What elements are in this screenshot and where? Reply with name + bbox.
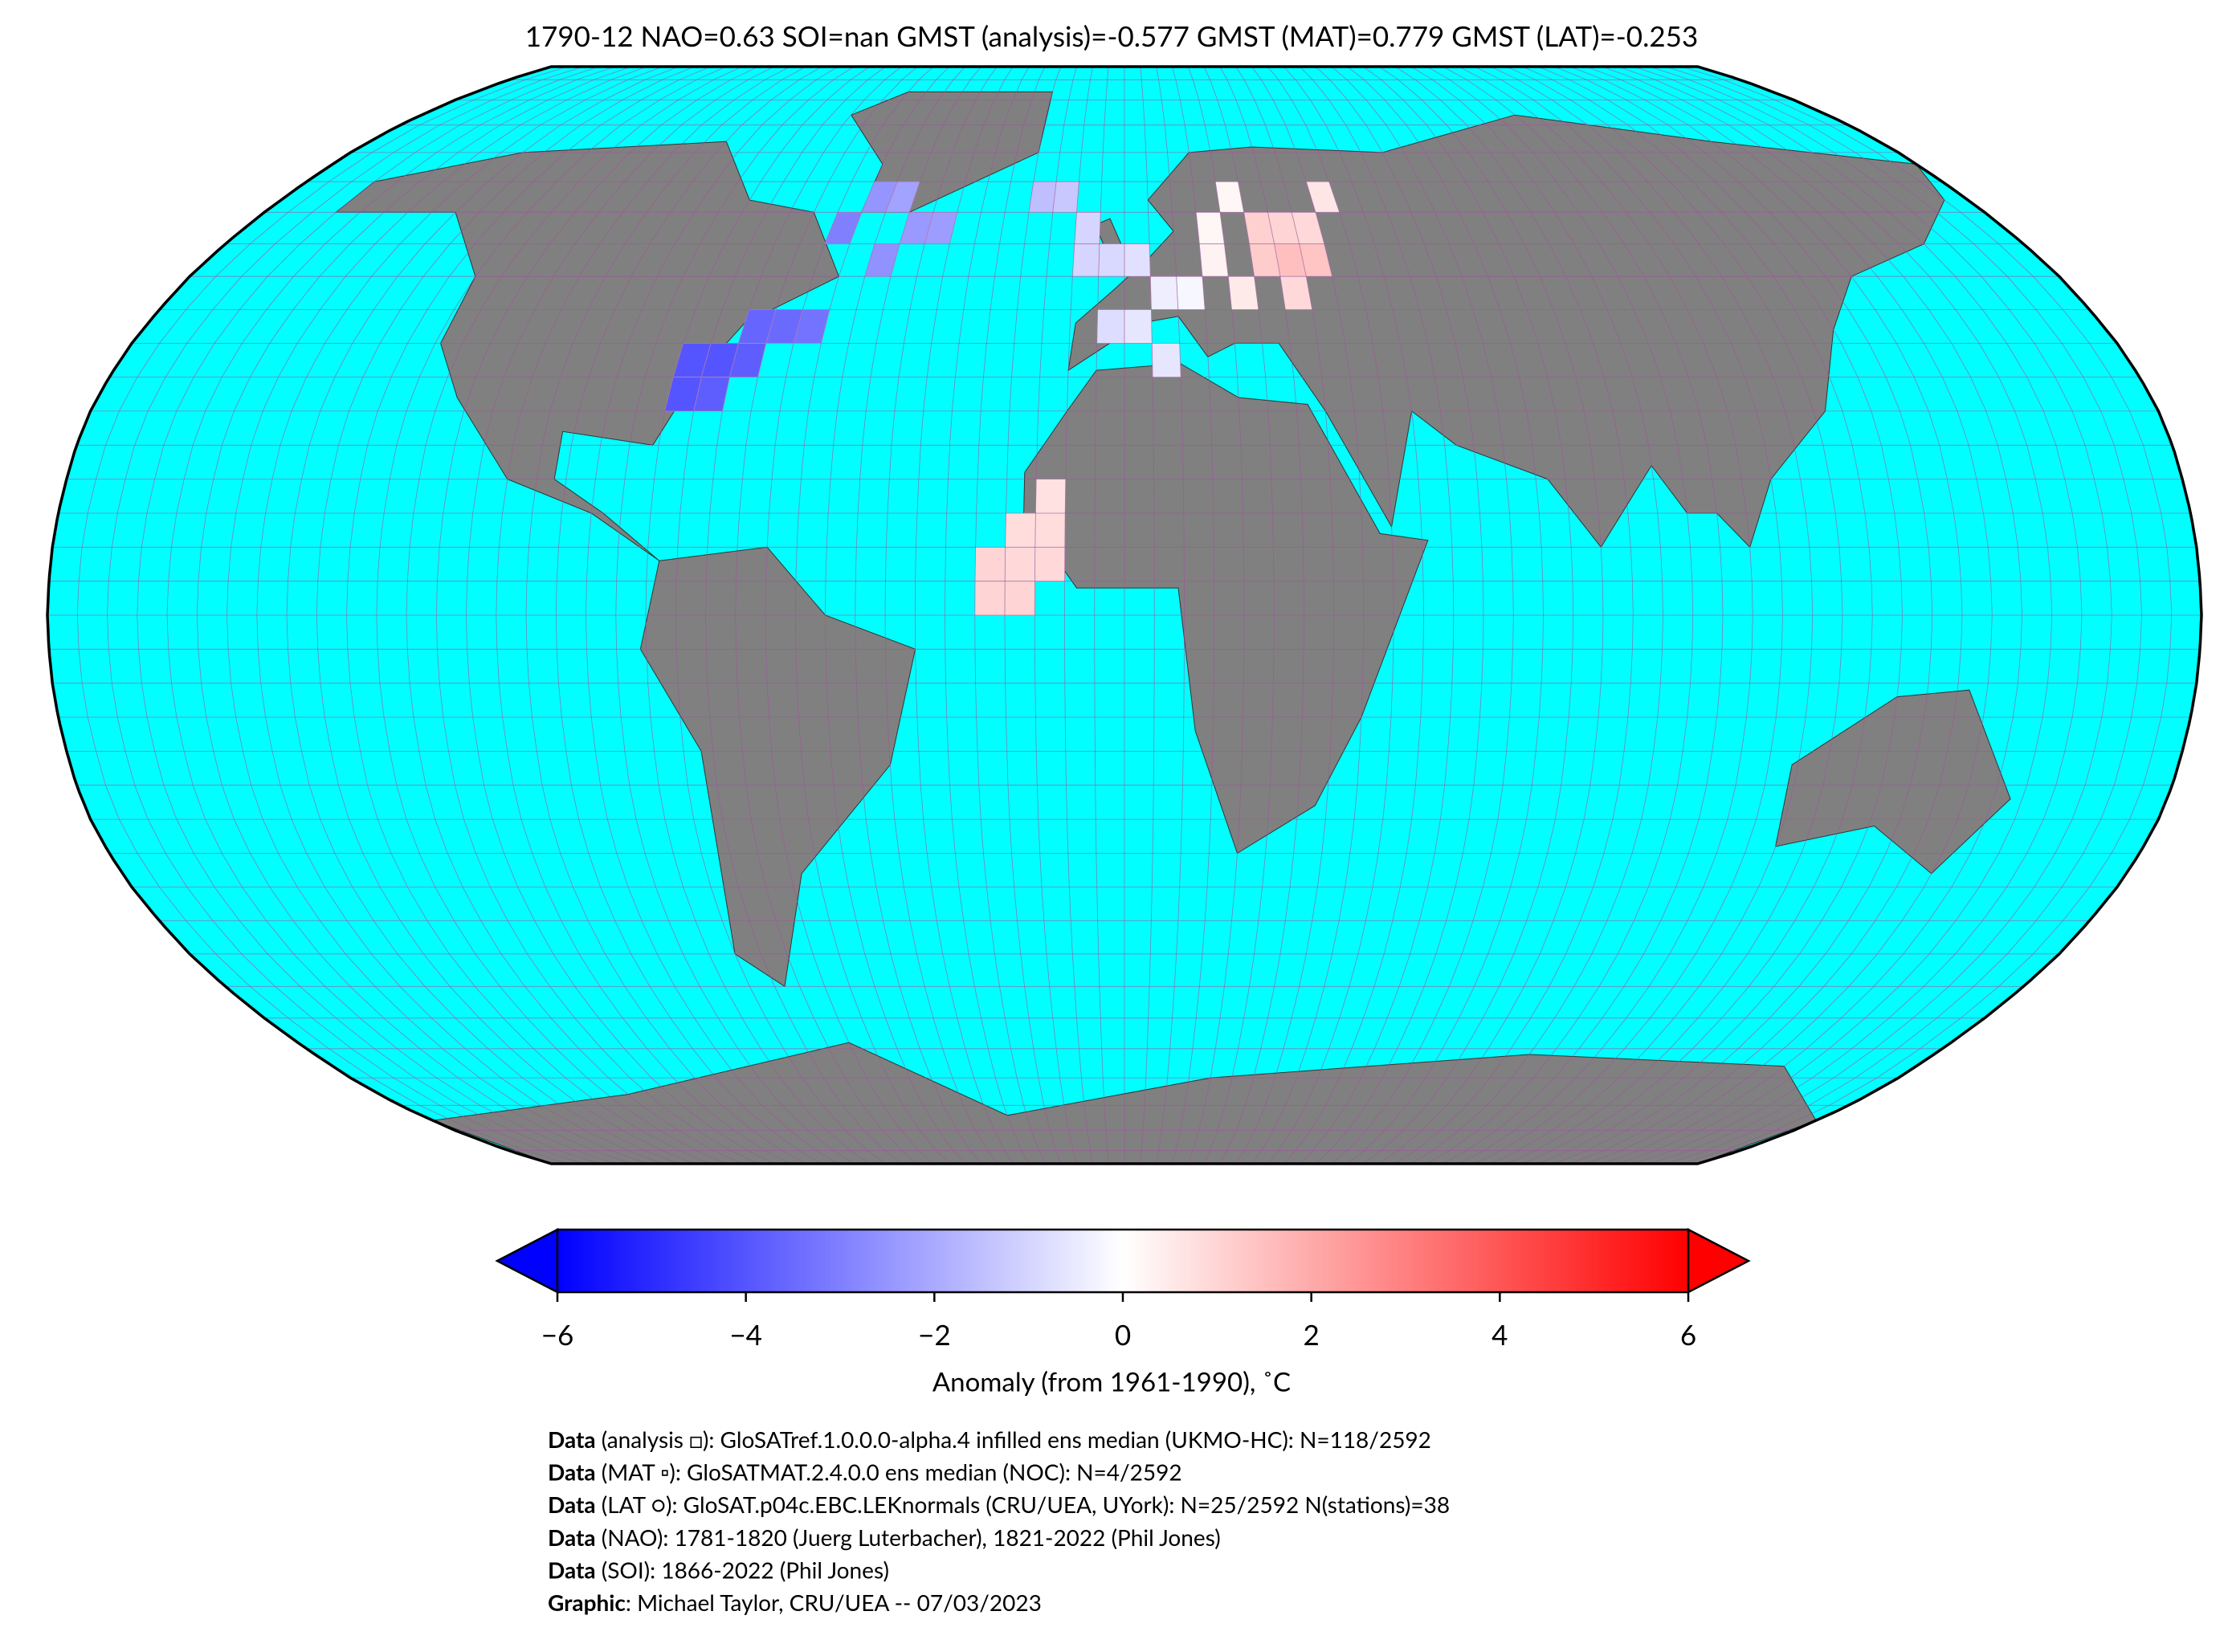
credit-text: (LAT ○): GloSAT.p04c.EBC.LEKnormals (CRU… bbox=[596, 1491, 1451, 1518]
grid-cell bbox=[974, 547, 1006, 581]
credit-line: Data (SOI): 1866-2022 (Phil Jones) bbox=[548, 1556, 889, 1583]
grid-cell bbox=[974, 581, 1006, 616]
grid-cell bbox=[1124, 243, 1151, 277]
grid-cell bbox=[1198, 243, 1229, 277]
credit-label: Data bbox=[548, 1491, 596, 1518]
grid-cell bbox=[1004, 547, 1036, 581]
colorbar-tick-label: 6 bbox=[1680, 1318, 1696, 1352]
credit-line: Data (MAT ▫): GloSATMAT.2.4.0.0 ens medi… bbox=[548, 1458, 1182, 1486]
credit-line: Data (analysis □): GloSATref.1.0.0.0-alp… bbox=[548, 1426, 1431, 1453]
grid-cell bbox=[1035, 479, 1067, 514]
grid-cell bbox=[1052, 181, 1079, 213]
credit-line: Graphic: Michael Taylor, CRU/UEA -- 07/0… bbox=[548, 1589, 1042, 1616]
credit-text: : Michael Taylor, CRU/UEA -- 07/03/2023 bbox=[626, 1589, 1042, 1616]
grid-cell bbox=[1074, 212, 1101, 244]
colorbar-tick-label: −2 bbox=[918, 1318, 951, 1352]
credit-label: Data bbox=[548, 1556, 596, 1584]
credit-text: (NAO): 1781-1820 (Juerg Luterbacher), 18… bbox=[596, 1524, 1221, 1551]
credit-text: (SOI): 1866-2022 (Phil Jones) bbox=[596, 1556, 889, 1583]
credits: Data (analysis □): GloSATref.1.0.0.0-alp… bbox=[548, 1426, 1450, 1616]
credit-text: (analysis □): GloSATref.1.0.0.0-alpha.4 … bbox=[596, 1426, 1431, 1453]
colorbar-label: Anomaly (from 1961-1990), ˚C bbox=[932, 1365, 1291, 1397]
grid-cell bbox=[1005, 512, 1036, 548]
grid-cell bbox=[1098, 243, 1125, 277]
colorbar-high-extend bbox=[1687, 1227, 1751, 1295]
grid-cell bbox=[1195, 212, 1225, 244]
grid-cell bbox=[1004, 581, 1035, 616]
grid-cell bbox=[1034, 512, 1066, 548]
title: 1790-12 NAO=0.63 SOI=nan GMST (analysis)… bbox=[525, 19, 1699, 53]
grid-cell bbox=[1227, 275, 1259, 310]
grid-cell bbox=[1149, 275, 1179, 310]
grid-cell bbox=[1176, 275, 1206, 310]
land bbox=[1774, 689, 2011, 875]
colorbar-tick-label: −6 bbox=[541, 1318, 574, 1352]
colorbar-body bbox=[556, 1228, 1690, 1294]
grid-cell bbox=[1124, 309, 1153, 344]
map-border bbox=[46, 65, 2203, 1165]
colorbar: −6 −4 −2 0 2 4 6 bbox=[495, 1227, 1751, 1352]
grid-cell bbox=[1151, 343, 1181, 377]
credit-line: Data (LAT ○): GloSAT.p04c.EBC.LEKnormals… bbox=[548, 1491, 1450, 1518]
credit-label: Data bbox=[548, 1426, 596, 1453]
colorbar-tick-label: 0 bbox=[1115, 1318, 1131, 1352]
colorbar-low-extend bbox=[495, 1227, 559, 1295]
grid-cell bbox=[1034, 547, 1066, 581]
credit-label: Data bbox=[548, 1458, 596, 1486]
map bbox=[47, 67, 2202, 1164]
colorbar-tick-label: 2 bbox=[1304, 1318, 1320, 1352]
grid-cell bbox=[1071, 243, 1100, 277]
colorbar-tick-label: −4 bbox=[729, 1318, 762, 1352]
credit-text: (MAT ▫): GloSATMAT.2.4.0.0 ens median (N… bbox=[596, 1458, 1182, 1486]
credit-label: Graphic bbox=[548, 1589, 626, 1616]
credit-line: Data (NAO): 1781-1820 (Juerg Luterbacher… bbox=[548, 1524, 1221, 1551]
colorbar-tick-label: 4 bbox=[1492, 1318, 1508, 1352]
credit-label: Data bbox=[548, 1524, 596, 1551]
grid-cell bbox=[1096, 309, 1125, 344]
